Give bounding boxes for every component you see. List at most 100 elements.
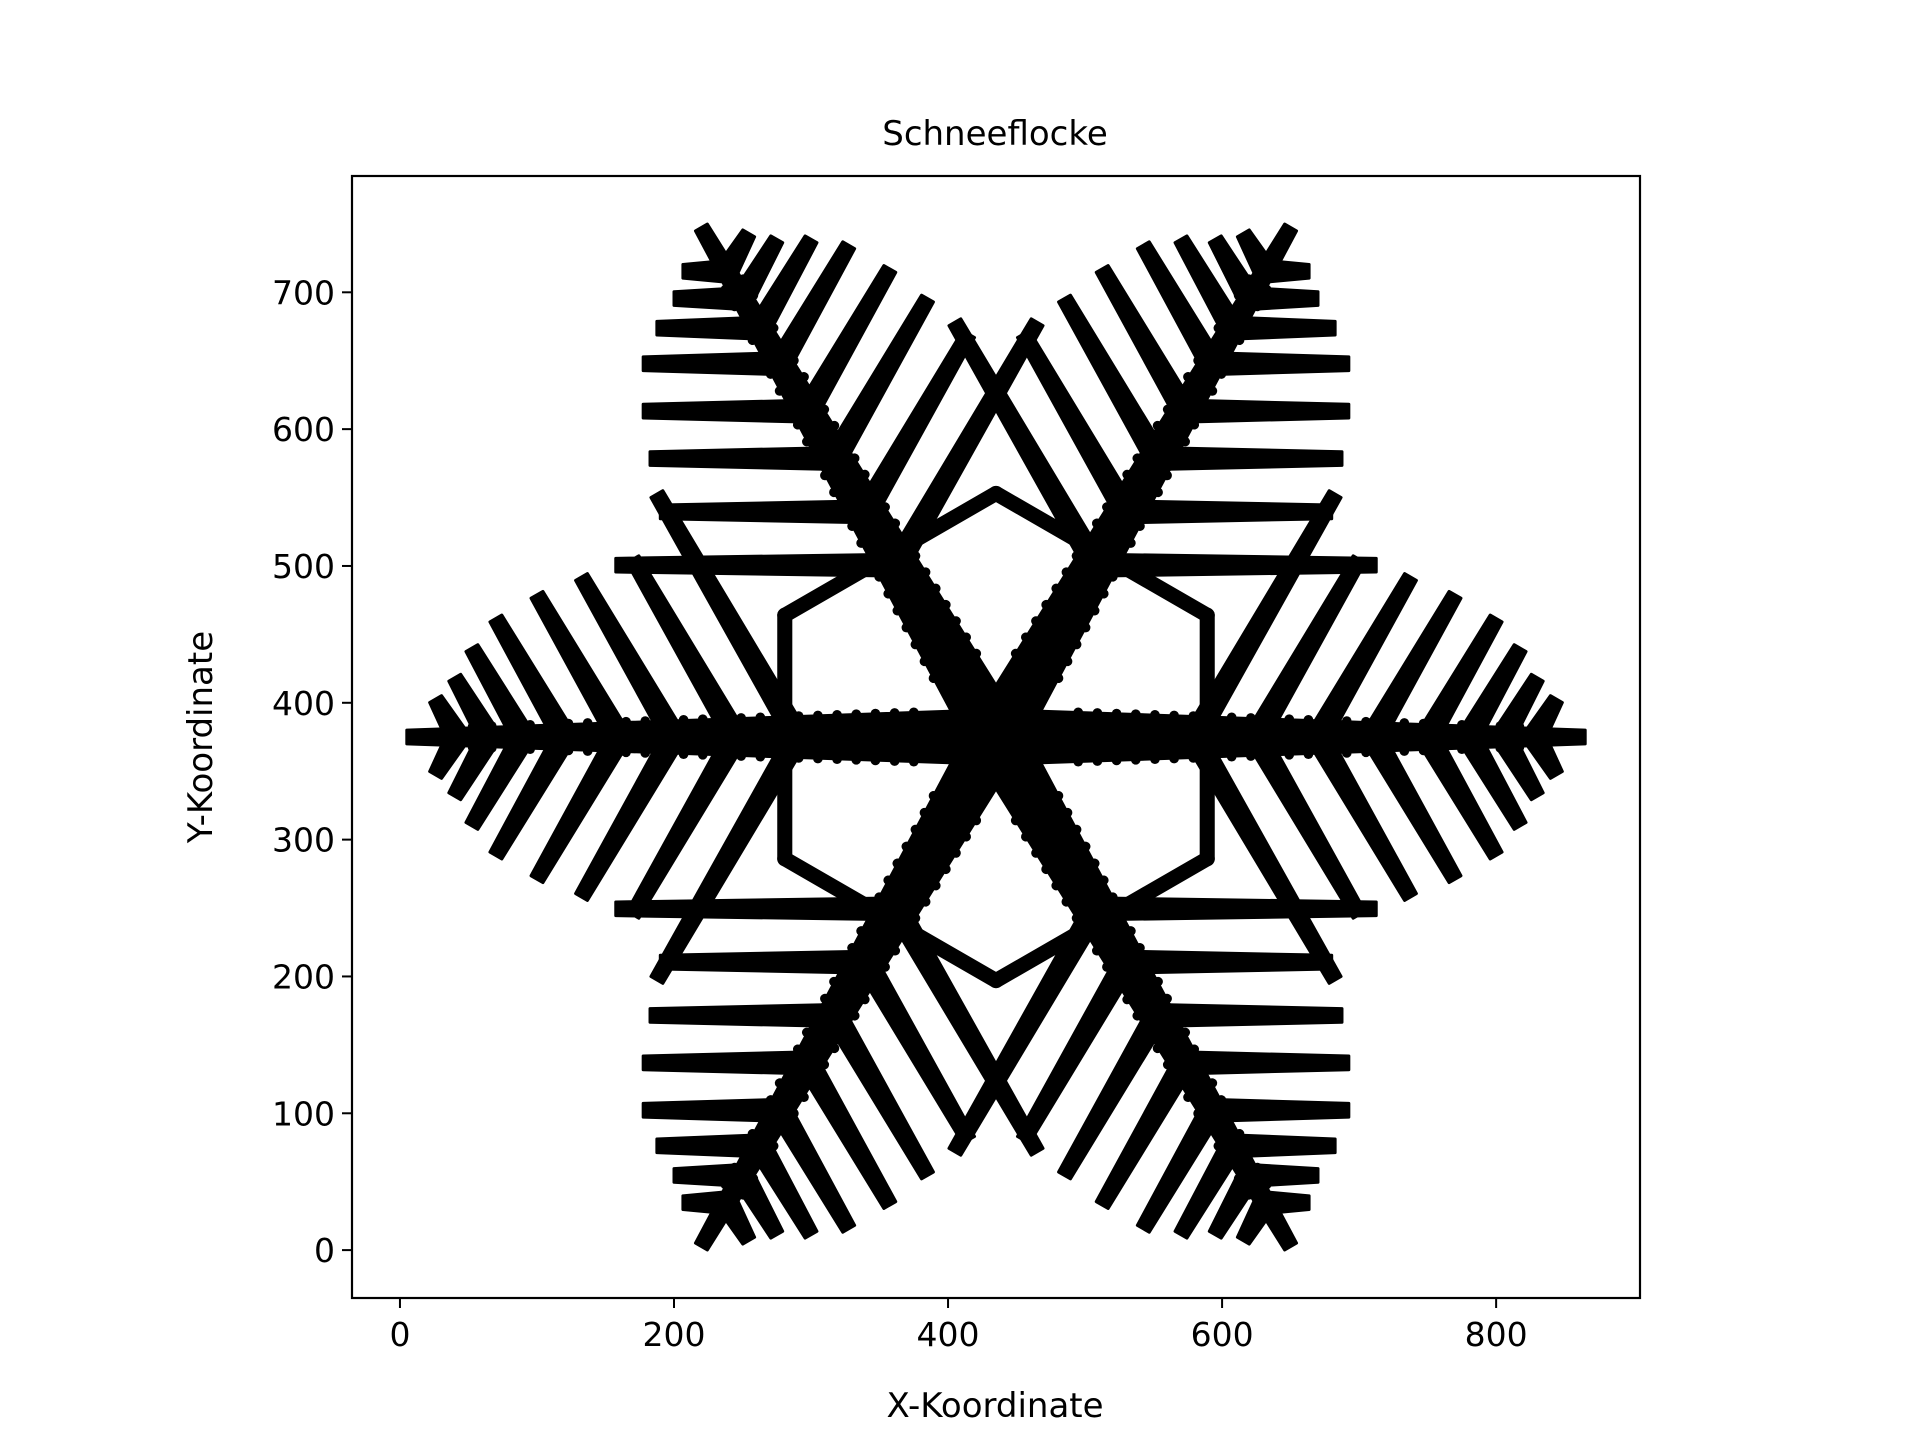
snowflake-branch	[1182, 1050, 1351, 1076]
arm-texture	[792, 412, 816, 430]
arm-texture	[720, 279, 740, 295]
snowflake-branch	[1093, 896, 1378, 922]
snowflake-branch	[614, 552, 899, 578]
arm-texture	[1071, 551, 1100, 572]
snowflake-branch	[648, 1003, 837, 1028]
snowflake-branch	[1182, 398, 1351, 424]
arm-texture	[1214, 1112, 1236, 1129]
arm-texture	[787, 1085, 809, 1102]
arm-texture	[863, 952, 890, 972]
arm-texture	[892, 594, 922, 616]
arm-texture	[838, 495, 864, 515]
arm-texture	[829, 478, 855, 498]
snowflake-branch	[1155, 1003, 1344, 1028]
arm-texture	[1142, 437, 1167, 456]
x-tick-label: 400	[917, 1315, 980, 1354]
arm-texture	[1061, 567, 1090, 588]
arm-texture	[711, 262, 730, 278]
arm-texture	[825, 1018, 850, 1037]
snowflake-branch	[658, 499, 868, 525]
arm-texture	[1262, 1196, 1281, 1212]
arm-texture	[1162, 404, 1186, 422]
arm-texture	[1081, 534, 1110, 555]
arm-texture	[1243, 274, 1263, 290]
y-axis: 0 100 200 300 400 500 600 700	[272, 273, 352, 1270]
arm-texture	[1185, 1061, 1209, 1079]
snowflake-branch	[1093, 552, 1378, 578]
snowflake-scatter	[405, 222, 1587, 1252]
arm-texture	[1041, 807, 1073, 830]
arm-texture	[902, 886, 931, 907]
arm-texture	[1243, 1162, 1263, 1178]
arm-texture	[747, 329, 768, 346]
snowflake-branch	[1057, 1008, 1168, 1181]
arm-texture	[1122, 469, 1148, 489]
y-tick-label: 700	[272, 273, 335, 312]
arm-texture	[1176, 1044, 1200, 1062]
snowflake-branch	[1307, 572, 1418, 744]
snowflake-branch	[1230, 1133, 1337, 1159]
arm-texture	[919, 644, 951, 667]
snowflake-branch	[1307, 730, 1418, 902]
arm-texture	[928, 661, 960, 684]
arm-texture	[882, 919, 911, 940]
snowflake-core	[974, 715, 1018, 759]
y-tick-label: 600	[272, 410, 335, 449]
arm-texture	[1061, 841, 1091, 863]
arm-texture	[729, 1184, 749, 1200]
arm-texture	[940, 819, 971, 842]
snowflake-branch	[574, 572, 685, 744]
arm-texture	[758, 1135, 779, 1151]
arm-texture	[1031, 616, 1062, 638]
x-tick-label: 200	[643, 1315, 706, 1354]
arm-texture	[1204, 1095, 1227, 1112]
arm-texture	[910, 627, 941, 650]
x-tick-label: 600	[1191, 1315, 1254, 1354]
arm-texture	[1166, 1027, 1191, 1046]
snowflake-branch	[1416, 613, 1504, 744]
snowflake-branch	[1491, 672, 1545, 744]
arm-texture	[1128, 959, 1154, 979]
arm-texture	[729, 296, 749, 312]
snowflake-branch	[824, 1008, 935, 1181]
arm-texture	[756, 345, 778, 362]
arm-texture	[1147, 993, 1172, 1012]
arm-texture	[1213, 323, 1234, 339]
x-axis-label: X-Koordinate	[886, 1386, 1103, 1426]
y-tick-label: 100	[272, 1094, 335, 1133]
arm-texture	[1099, 909, 1127, 930]
snowflake-branch	[1057, 293, 1168, 466]
snowflake-branch	[614, 896, 899, 922]
snowflake-branch	[1094, 264, 1196, 419]
arm-texture	[1051, 824, 1082, 847]
snowflake-branch	[648, 446, 837, 471]
arm-texture	[783, 395, 807, 413]
y-tick-label: 400	[272, 684, 335, 723]
arm-texture	[739, 1168, 759, 1184]
arm-texture	[820, 462, 845, 481]
snowflake-branch	[1207, 234, 1261, 306]
snowflake-branch	[1135, 240, 1223, 371]
arm-texture	[774, 379, 797, 396]
arm-texture	[1173, 388, 1196, 406]
snowflake-branch	[447, 730, 501, 802]
plot-area-frame	[350, 174, 1642, 1300]
snowflake-branch	[1124, 949, 1334, 975]
arm-texture	[806, 1052, 830, 1070]
snowflake-branch	[488, 730, 576, 861]
snowflake-branch	[658, 949, 868, 975]
arm-texture	[892, 902, 921, 923]
arm-texture	[1041, 599, 1071, 621]
arm-texture	[1195, 1078, 1218, 1095]
arm-texture	[1152, 420, 1177, 439]
arm-texture	[796, 1068, 819, 1086]
arm-texture	[1203, 339, 1225, 356]
arm-texture	[719, 1201, 738, 1216]
arm-texture	[1021, 632, 1052, 655]
snowflake-branch	[731, 1168, 785, 1240]
y-axis-label: Y-Koordinate	[181, 631, 221, 844]
snowflake-branch	[641, 1050, 810, 1076]
arm-texture	[1252, 1179, 1272, 1195]
snowflake-branch	[769, 1103, 857, 1234]
